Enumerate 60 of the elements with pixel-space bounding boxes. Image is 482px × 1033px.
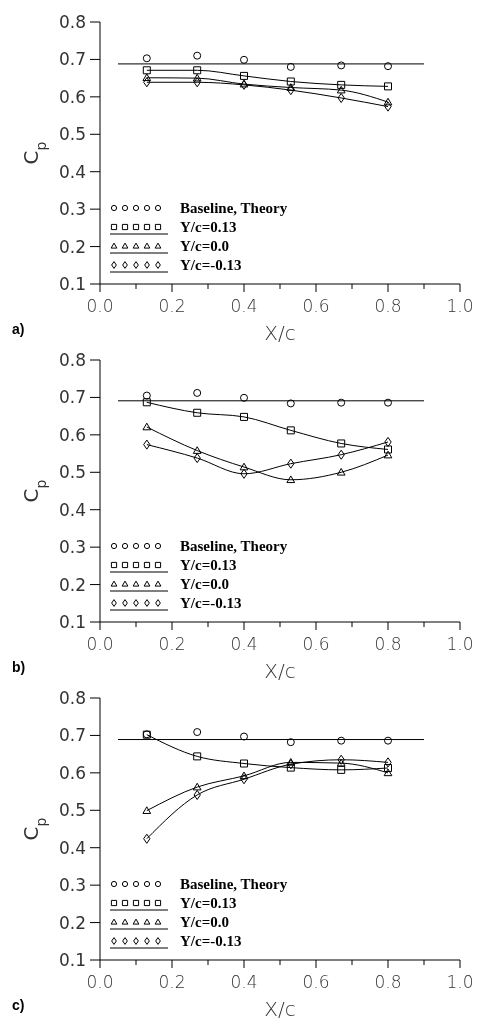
- y-tick-label: 0.8: [58, 349, 86, 370]
- x-tick-label: 0.6: [302, 296, 330, 316]
- y-tick-label: 0.5: [58, 124, 86, 145]
- x-tick-label: 0.6: [302, 972, 330, 992]
- y-tick-label: 0.4: [58, 837, 86, 858]
- x-tick-label: 0.0: [86, 296, 114, 316]
- x-tick-label: 1.0: [446, 634, 474, 654]
- x-tick-label: 0.0: [86, 634, 114, 654]
- x-tick-label: 0.4: [230, 296, 258, 316]
- x-tick-label: 0.4: [230, 634, 258, 654]
- y-tick-label: 0.6: [58, 86, 86, 107]
- x-tick-label: 0.4: [230, 972, 258, 992]
- legend-label: Y/c=-0.13: [180, 933, 242, 949]
- y-tick-label: 0.5: [58, 462, 86, 483]
- y-tick-label: 0.7: [58, 725, 86, 746]
- x-tick-label: 0.2: [158, 296, 186, 316]
- x-tick-label: 0.2: [158, 972, 186, 992]
- y-tick-label: 0.3: [58, 875, 86, 896]
- legend-label: Y/c=0.13: [180, 557, 237, 573]
- y-tick-label: 0.7: [58, 387, 86, 408]
- legend-label: Y/c=-0.13: [180, 257, 242, 273]
- x-tick-label: 0.8: [374, 634, 402, 654]
- y-tick-label: 0.7: [58, 49, 86, 70]
- y-tick-label: 0.3: [58, 199, 86, 220]
- y-tick-label: 0.8: [58, 11, 86, 32]
- y-tick-label: 0.8: [58, 687, 86, 708]
- legend-label: Baseline, Theory: [180, 538, 288, 554]
- x-axis-title: X/c: [264, 321, 296, 345]
- legend-label: Y/c=0.13: [180, 895, 237, 911]
- legend-label: Y/c=0.0: [180, 914, 229, 930]
- y-tick-label: 0.3: [58, 537, 86, 558]
- legend-label: Baseline, Theory: [180, 200, 288, 216]
- y-tick-label: 0.4: [58, 161, 86, 182]
- x-tick-label: 0.6: [302, 634, 330, 654]
- text: c): [12, 997, 25, 1013]
- legend-label: Baseline, Theory: [180, 876, 288, 892]
- y-tick-label: 0.6: [58, 424, 86, 445]
- text: b): [12, 659, 26, 675]
- y-tick-label: 0.2: [58, 574, 86, 595]
- x-tick-label: 0.8: [374, 972, 402, 992]
- x-tick-label: 0.2: [158, 634, 186, 654]
- y-tick-label: 0.4: [58, 499, 86, 520]
- y-tick-label: 0.1: [58, 273, 86, 294]
- legend-label: Y/c=0.13: [180, 219, 237, 235]
- x-tick-label: 1.0: [446, 972, 474, 992]
- y-tick-label: 0.2: [58, 236, 86, 257]
- text: a): [12, 321, 25, 337]
- x-tick-label: 0.8: [374, 296, 402, 316]
- y-tick-label: 0.2: [58, 912, 86, 933]
- legend-label: Y/c=-0.13: [180, 595, 242, 611]
- y-tick-label: 0.1: [58, 949, 86, 970]
- y-tick-label: 0.6: [58, 762, 86, 783]
- x-axis-title: X/c: [264, 997, 296, 1021]
- legend-label: Y/c=0.0: [180, 576, 229, 592]
- x-axis-title: X/c: [264, 659, 296, 683]
- y-tick-label: 0.1: [58, 611, 86, 632]
- x-tick-label: 1.0: [446, 296, 474, 316]
- y-tick-label: 0.5: [58, 800, 86, 821]
- x-tick-label: 0.0: [86, 972, 114, 992]
- legend-label: Y/c=0.0: [180, 238, 229, 254]
